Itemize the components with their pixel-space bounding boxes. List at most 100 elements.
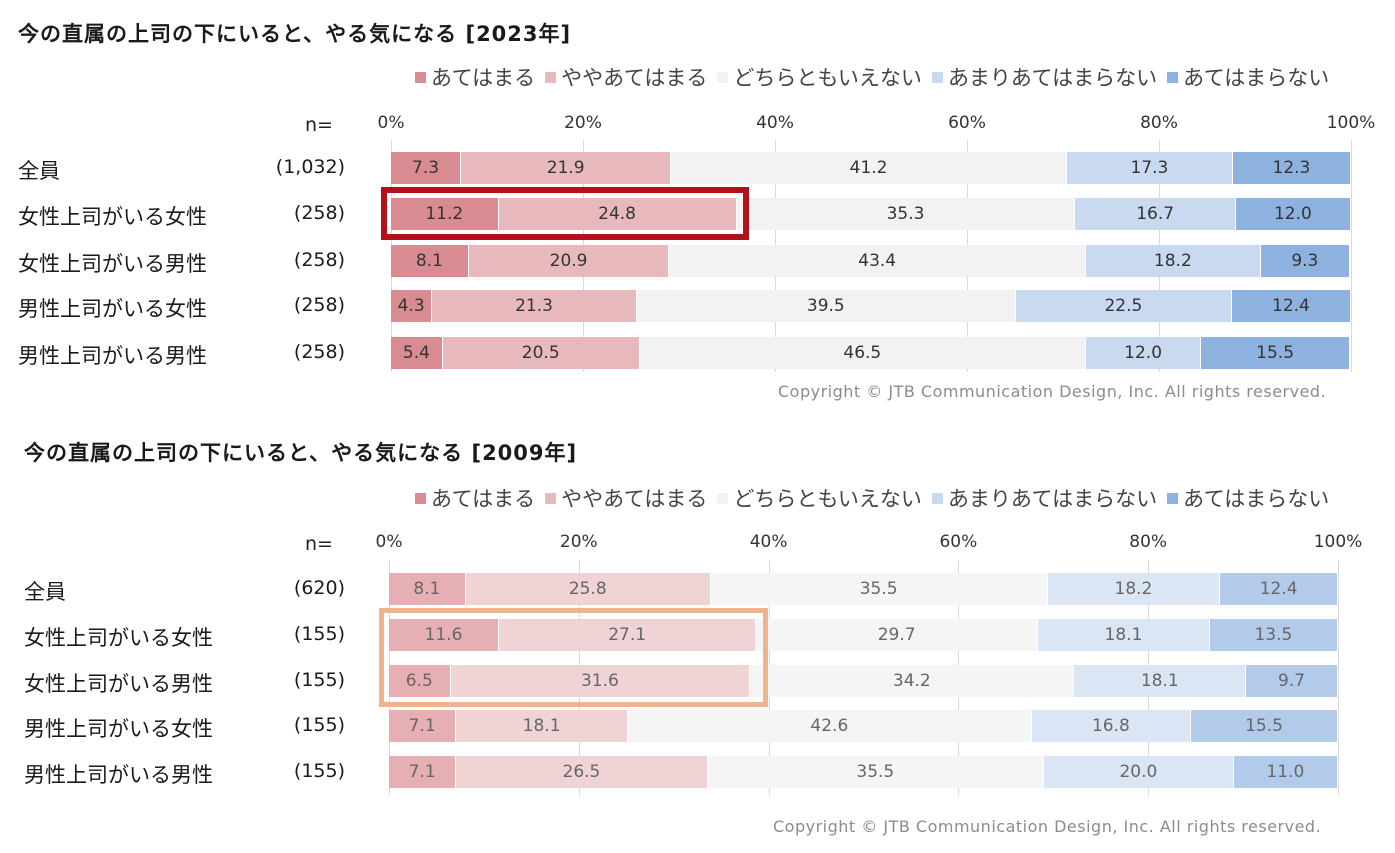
legend-label: あてはまる bbox=[431, 66, 536, 90]
stacked-bar: 11.2 24.8 35.3 16.7 12.0 bbox=[391, 198, 1351, 230]
legend-swatch bbox=[717, 71, 729, 83]
bar-segment: 12.3 bbox=[1232, 152, 1351, 184]
legend-swatch bbox=[1167, 71, 1179, 83]
bar-segment: 7.3 bbox=[391, 152, 462, 184]
x-tick-label: 20% bbox=[564, 113, 602, 133]
legend-swatch bbox=[931, 492, 943, 504]
bar-segment: 22.5 bbox=[1015, 290, 1232, 322]
legend-item: あてはまらない bbox=[1167, 483, 1329, 513]
legend-label: あまりあてはまらない bbox=[947, 66, 1158, 90]
chart-legend: あてはまる ややあてはまる どちらともいえない あまりあてはまらない あてはまらない bbox=[415, 62, 1329, 92]
x-gridline bbox=[1351, 140, 1352, 372]
bar-segment: 24.8 bbox=[498, 198, 737, 230]
bar-segment: 15.5 bbox=[1201, 337, 1350, 369]
legend-item: あまりあてはまらない bbox=[931, 62, 1158, 92]
sample-size: (155) bbox=[293, 714, 345, 736]
bar-segment: 18.1 bbox=[1038, 619, 1210, 651]
x-tick-label: 60% bbox=[948, 113, 986, 133]
highlight-box bbox=[381, 187, 749, 240]
bar-segment: 18.2 bbox=[1086, 245, 1261, 277]
x-tick-label: 60% bbox=[939, 532, 978, 552]
x-tick-label: 100% bbox=[1326, 113, 1376, 133]
bar-segment: 39.5 bbox=[636, 290, 1016, 322]
copyright-text: Copyright © JTB Communication Design, In… bbox=[773, 817, 1322, 836]
x-tick-label: 40% bbox=[749, 532, 788, 552]
bar-segment: 11.6 bbox=[389, 619, 500, 651]
bar-segment: 18.1 bbox=[1074, 665, 1247, 697]
bar-segment: 17.3 bbox=[1066, 152, 1233, 184]
bar-segment: 21.3 bbox=[432, 290, 637, 322]
sample-size: (258) bbox=[293, 341, 345, 363]
sample-size: (155) bbox=[293, 669, 345, 691]
stacked-bar: 8.1 20.9 43.4 18.2 9.3 bbox=[391, 245, 1351, 277]
legend-item: どちらともいえない bbox=[717, 483, 922, 513]
sample-size: (258) bbox=[293, 202, 345, 224]
category-label: 女性上司がいる女性 bbox=[24, 626, 213, 650]
bar-segment: 35.5 bbox=[707, 756, 1045, 788]
bar-segment: 29.7 bbox=[756, 619, 1039, 651]
stacked-bar: 4.3 21.3 39.5 22.5 12.4 bbox=[391, 290, 1351, 322]
legend-label: あてはまらない bbox=[1183, 487, 1330, 511]
bar-segment: 25.8 bbox=[465, 573, 711, 605]
bar-segment: 9.3 bbox=[1260, 245, 1350, 277]
legend-swatch bbox=[415, 492, 426, 504]
x-tick-label: 20% bbox=[559, 532, 598, 552]
legend-item: あてはまらない bbox=[1167, 62, 1329, 92]
bar-segment: 18.2 bbox=[1047, 573, 1221, 605]
category-label: 女性上司がいる女性 bbox=[18, 205, 207, 229]
stacked-bar: 6.5 31.6 34.2 18.1 9.7 bbox=[389, 665, 1338, 697]
bar-segment: 20.5 bbox=[442, 337, 640, 369]
category-label: 男性上司がいる女性 bbox=[18, 297, 207, 321]
category-label: 全員 bbox=[24, 580, 66, 604]
bar-segment: 20.9 bbox=[468, 245, 670, 277]
bar-segment: 26.5 bbox=[456, 756, 708, 788]
bar-segment: 4.3 bbox=[391, 290, 433, 322]
sample-size: (155) bbox=[293, 623, 345, 645]
stacked-bar: 11.6 27.1 29.7 18.1 13.5 bbox=[389, 619, 1338, 651]
x-gridline bbox=[1338, 560, 1339, 795]
sample-size: (1,032) bbox=[275, 156, 345, 178]
bar-segment: 18.1 bbox=[456, 710, 628, 742]
category-label: 男性上司がいる男性 bbox=[18, 344, 207, 368]
category-label: 男性上司がいる女性 bbox=[24, 717, 213, 741]
legend-swatch bbox=[545, 492, 557, 504]
bar-segment: 12.4 bbox=[1231, 290, 1351, 322]
x-tick-label: 0% bbox=[375, 532, 403, 552]
bar-segment: 5.4 bbox=[391, 337, 443, 369]
legend-item: あまりあてはまらない bbox=[931, 483, 1158, 513]
n-label: n= bbox=[305, 114, 333, 136]
legend-label: どちらともいえない bbox=[733, 487, 922, 511]
legend-item: ややあてはまる bbox=[545, 483, 707, 513]
n-label: n= bbox=[305, 533, 333, 555]
legend-swatch bbox=[545, 71, 557, 83]
legend-item: あてはまる bbox=[415, 62, 535, 92]
stacked-bar: 7.1 26.5 35.5 20.0 11.0 bbox=[389, 756, 1338, 788]
bar-segment: 12.4 bbox=[1220, 573, 1338, 605]
legend-swatch bbox=[1167, 492, 1179, 504]
legend-label: あてはまらない bbox=[1183, 66, 1330, 90]
bar-segment: 27.1 bbox=[499, 619, 757, 651]
bar-segment: 9.7 bbox=[1246, 665, 1338, 697]
sample-size: (258) bbox=[293, 294, 345, 316]
bar-segment: 13.5 bbox=[1209, 619, 1338, 651]
stacked-bar: 8.1 25.8 35.5 18.2 12.4 bbox=[389, 573, 1338, 605]
highlight-box bbox=[379, 608, 769, 707]
legend-label: あまりあてはまらない bbox=[947, 487, 1158, 511]
bar-segment: 7.1 bbox=[389, 710, 457, 742]
category-label: 全員 bbox=[18, 159, 60, 183]
bar-segment: 12.0 bbox=[1235, 198, 1351, 230]
bar-segment: 34.2 bbox=[750, 665, 1075, 697]
legend-swatch bbox=[415, 71, 426, 83]
copyright-text: Copyright © JTB Communication Design, In… bbox=[778, 382, 1327, 401]
x-tick-label: 80% bbox=[1140, 113, 1178, 133]
bar-segment: 8.1 bbox=[391, 245, 469, 277]
bar-segment: 41.2 bbox=[671, 152, 1067, 184]
category-label: 男性上司がいる男性 bbox=[24, 763, 213, 787]
category-label: 女性上司がいる男性 bbox=[24, 672, 213, 696]
bar-segment: 35.3 bbox=[736, 198, 1076, 230]
bar-segment: 11.0 bbox=[1233, 756, 1338, 788]
category-label: 女性上司がいる男性 bbox=[18, 252, 207, 276]
bar-segment: 43.4 bbox=[669, 245, 1086, 277]
bar-segment: 8.1 bbox=[389, 573, 466, 605]
legend-label: ややあてはまる bbox=[561, 66, 708, 90]
